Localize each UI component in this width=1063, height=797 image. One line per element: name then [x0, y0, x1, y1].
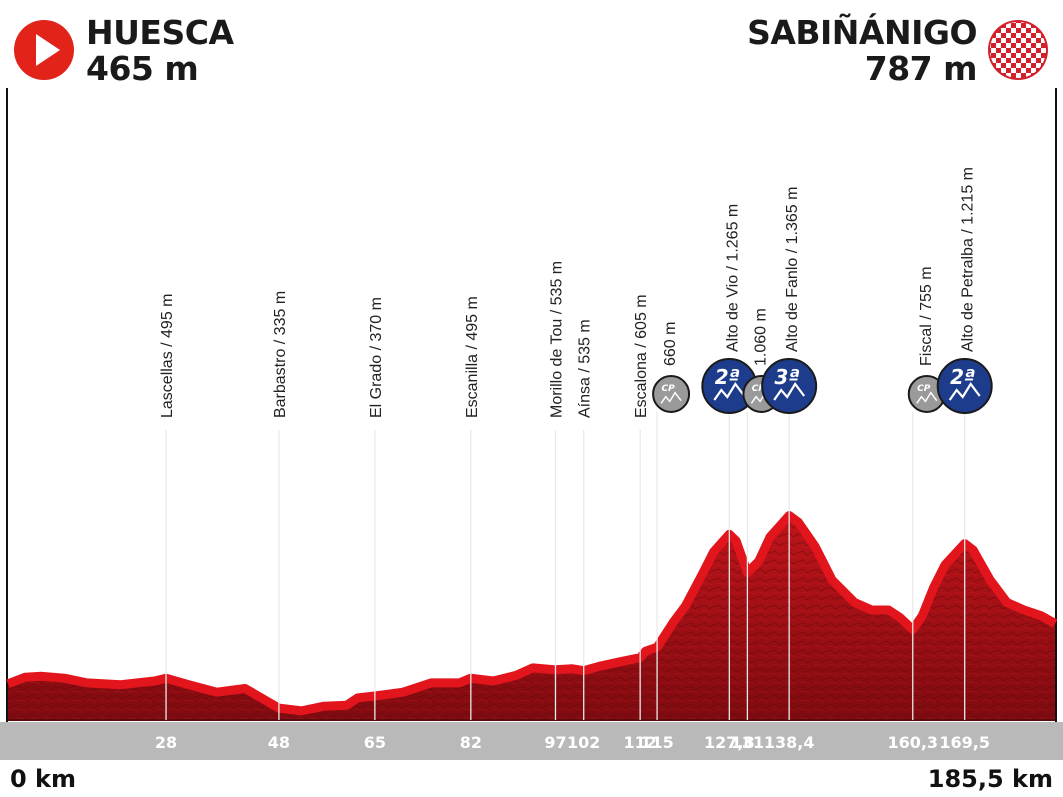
profile-texture: [8, 511, 1055, 720]
km-tick-label: 65: [364, 733, 386, 752]
waypoint-label: Alto de Petralba / 1.215 m: [960, 167, 977, 352]
km-tick-label: 112: [623, 733, 656, 752]
waypoint-label: El Grado / 370 m: [368, 297, 385, 418]
waypoint-label: Escanilla / 495 m: [464, 296, 481, 418]
km-tick-label: 82: [460, 733, 482, 752]
start-city: HUESCA: [86, 13, 234, 52]
end-km-label: 185,5 km: [927, 765, 1053, 793]
badge-circle: [652, 375, 691, 413]
waypoint-label: Aínsa / 535 m: [577, 319, 594, 418]
frame-left-line: [6, 88, 8, 728]
mountain-icon: [916, 391, 938, 404]
km-tick-label: 115: [640, 733, 673, 752]
waypoint-label: 1.060 m: [752, 308, 769, 366]
sprint-badge: CP: [652, 375, 691, 413]
km-band: [0, 722, 1063, 760]
waypoint-label: Escalona / 605 m: [633, 294, 650, 418]
category-badge: 3ª: [761, 358, 818, 414]
profile-edge: [6, 511, 1058, 716]
badge-text: 2ª: [950, 365, 975, 389]
waypoint-label: Lascellas / 495 m: [159, 293, 176, 418]
km-tick-label: 160,3: [887, 733, 938, 752]
km-tick-label: 169,5: [939, 733, 990, 752]
start-km-label: 0 km: [10, 765, 77, 793]
category-badge: 2ª: [936, 358, 993, 414]
start-altitude: 465 m: [86, 49, 199, 88]
start-icon: [14, 20, 74, 80]
badge-text: CP: [917, 384, 931, 394]
km-tick-label: 131: [731, 733, 764, 752]
km-tick-label: 138,4: [764, 733, 815, 752]
badge-text: CP: [752, 384, 766, 394]
waypoint-label: Fiscal / 755 m: [918, 266, 935, 366]
waypoint-label: Morillo de Tou / 535 m: [548, 261, 565, 418]
waypoint-label: 660 m: [662, 322, 679, 366]
mountain-icon: [948, 382, 981, 401]
badge-text: 3ª: [775, 365, 800, 389]
mountain-icon: [713, 382, 746, 401]
km-tick-label: 127,8: [704, 733, 755, 752]
km-tick-label: 48: [268, 733, 290, 752]
km-tick-label: 28: [155, 733, 177, 752]
waypoint-label: Alto de Fanlo / 1.365 m: [784, 187, 801, 352]
km-tick-label: 102: [567, 733, 600, 752]
mountain-icon: [773, 382, 806, 401]
finish-city: SABIÑÁNIGO: [747, 13, 977, 52]
waypoint-label: Barbastro / 335 m: [272, 291, 289, 418]
finish-altitude: 787 m: [864, 49, 978, 88]
waypoint-label: Alto de Vio / 1.265 m: [724, 204, 741, 352]
frame-right-line: [1055, 88, 1057, 728]
km-tick-label: 97: [544, 733, 566, 752]
badge-text: CP: [661, 384, 675, 394]
finish-icon: [988, 20, 1048, 80]
mountain-icon: [660, 391, 682, 404]
badge-text: 2ª: [715, 365, 740, 389]
